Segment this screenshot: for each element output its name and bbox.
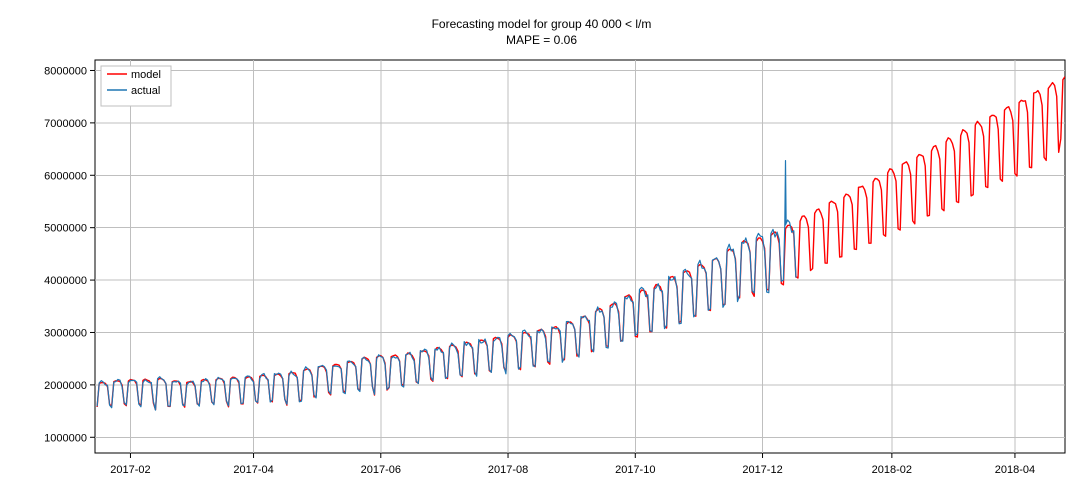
- svg-text:3000000: 3000000: [44, 327, 87, 339]
- svg-text:2018-04: 2018-04: [995, 464, 1035, 476]
- svg-text:1000000: 1000000: [44, 432, 87, 444]
- svg-text:8000000: 8000000: [44, 65, 87, 77]
- svg-text:4000000: 4000000: [44, 275, 87, 287]
- svg-text:7000000: 7000000: [44, 118, 87, 130]
- legend-label-actual: actual: [131, 85, 160, 97]
- svg-text:2017-12: 2017-12: [742, 464, 782, 476]
- legend-label-model: model: [131, 69, 161, 81]
- forecast-chart: Forecasting model for group 40 000 < l/m…: [0, 0, 1083, 503]
- svg-text:5000000: 5000000: [44, 223, 87, 235]
- chart-title-line1: Forecasting model for group 40 000 < l/m: [432, 17, 652, 31]
- chart-title-line2: MAPE = 0.06: [506, 33, 577, 47]
- svg-text:2018-02: 2018-02: [872, 464, 912, 476]
- svg-text:2017-04: 2017-04: [233, 464, 273, 476]
- svg-text:2017-02: 2017-02: [110, 464, 150, 476]
- svg-text:2000000: 2000000: [44, 380, 87, 392]
- svg-text:6000000: 6000000: [44, 170, 87, 182]
- legend: model actual: [101, 66, 171, 106]
- svg-text:2017-06: 2017-06: [361, 464, 401, 476]
- svg-text:2017-10: 2017-10: [615, 464, 655, 476]
- svg-text:2017-08: 2017-08: [488, 464, 528, 476]
